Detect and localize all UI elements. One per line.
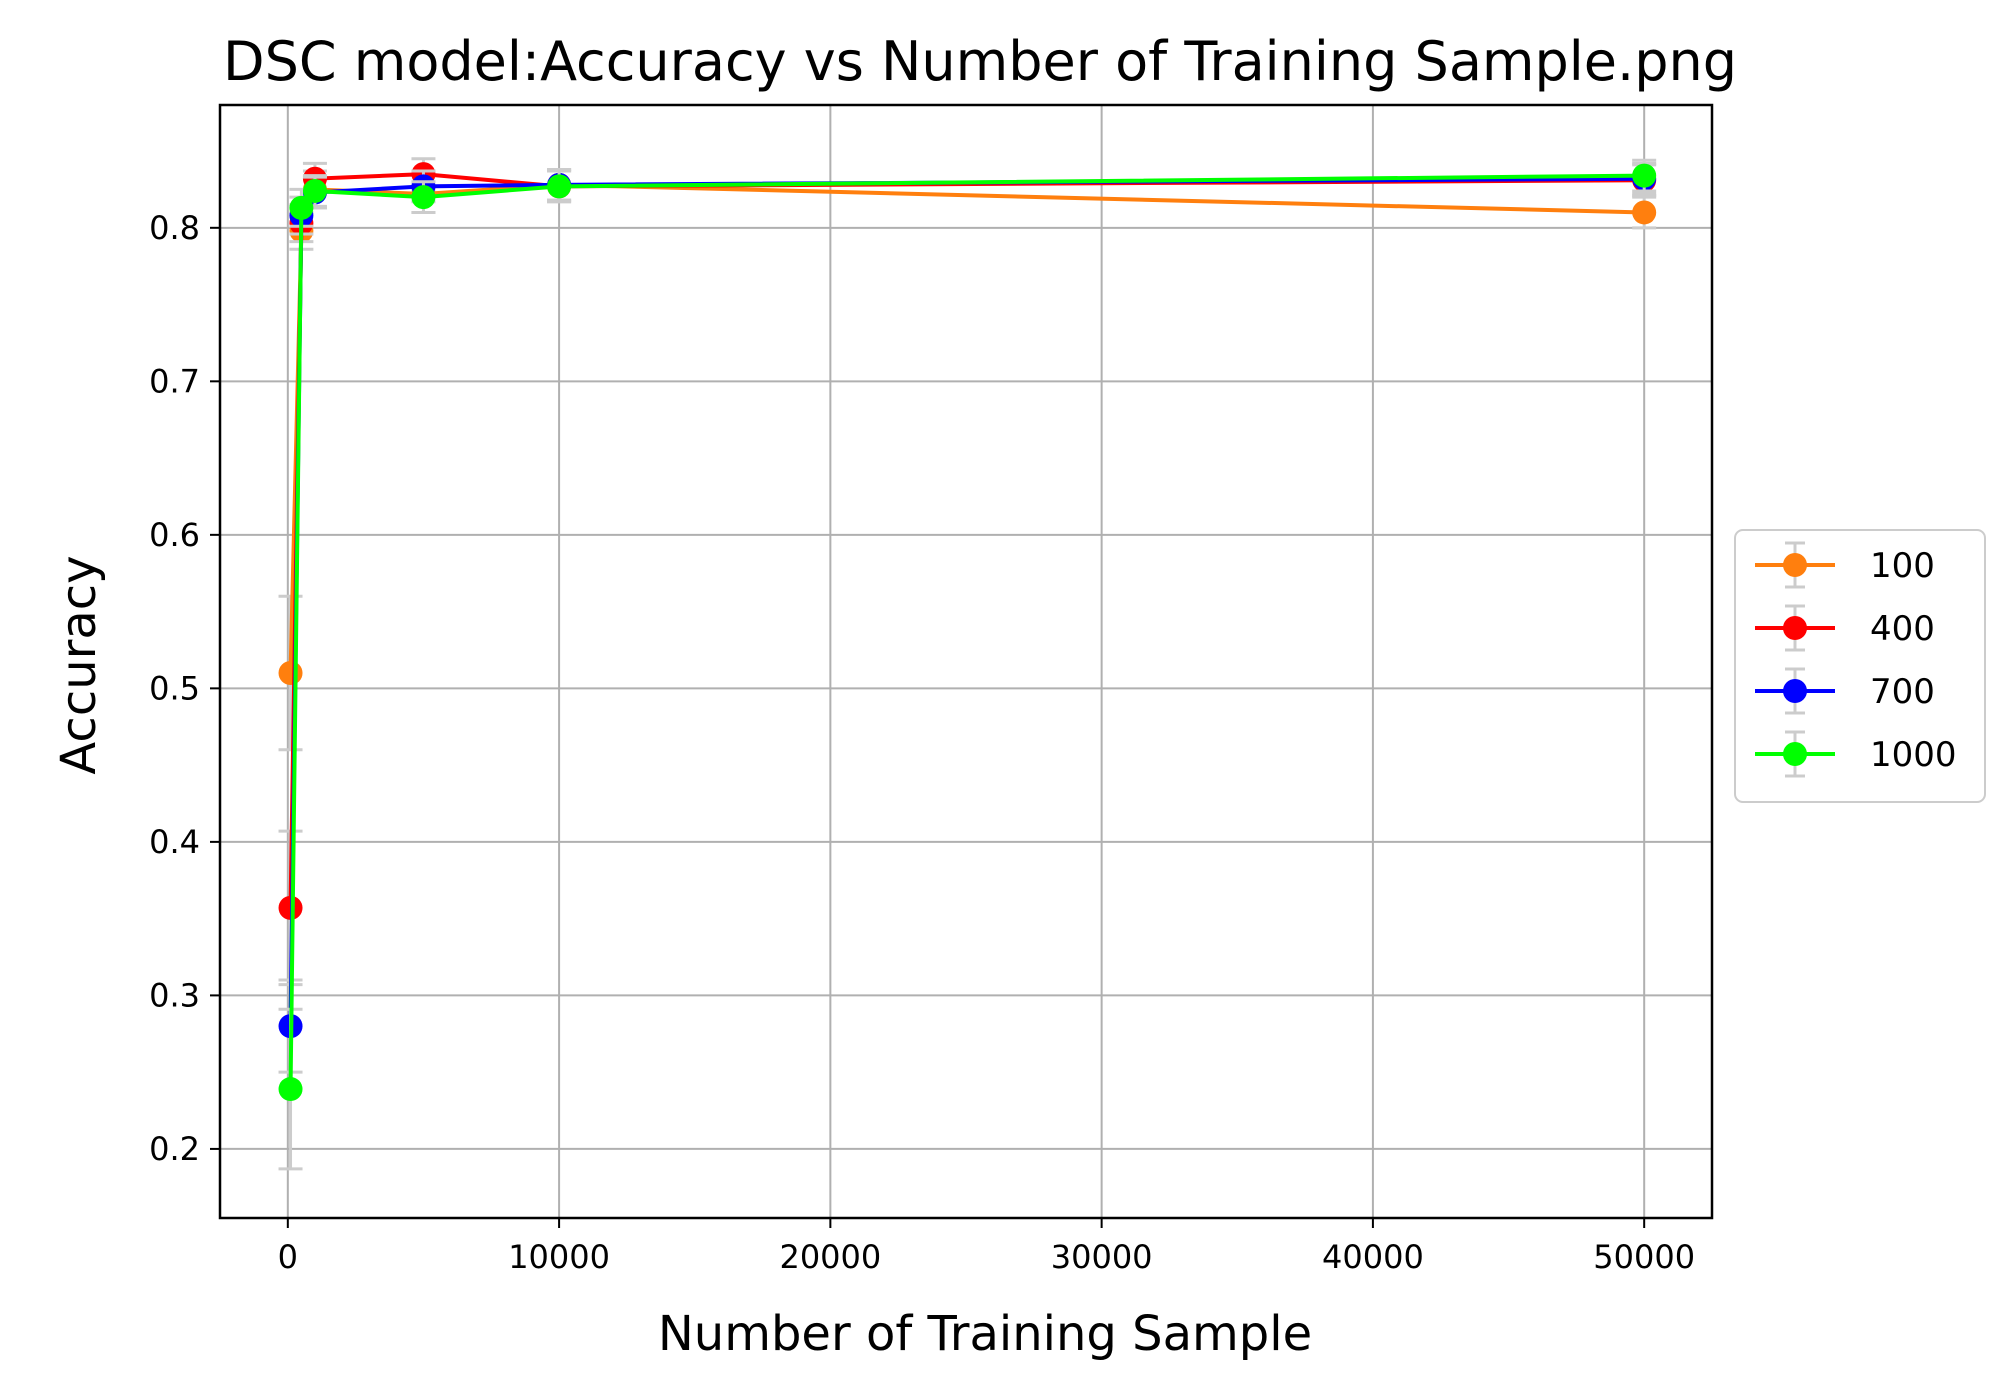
- legend-marker: [1783, 553, 1807, 577]
- chart-title: DSC model:Accuracy vs Number of Training…: [223, 30, 1737, 93]
- series-layer: [278, 157, 1657, 1171]
- legend-label: 700: [1870, 672, 1935, 712]
- legend-label: 1000: [1870, 735, 1957, 775]
- y-tick-label: 0.3: [149, 976, 200, 1014]
- x-tick-label: 20000: [779, 1238, 881, 1276]
- x-tick-label: 50000: [1593, 1238, 1695, 1276]
- legend-label: 100: [1870, 546, 1935, 586]
- y-tick-label: 0.8: [149, 209, 200, 247]
- y-axis-label: Accuracy: [51, 555, 107, 774]
- x-tick-label: 40000: [1322, 1238, 1424, 1276]
- grid: [220, 105, 1712, 1218]
- data-point: [1632, 200, 1657, 225]
- axis-ticks: 0 10000 20000 30000 40000 50000 0.2 0.3 0.4 0.5 0.…: [149, 209, 1695, 1276]
- data-point: [278, 1077, 303, 1102]
- y-tick-label: 0.2: [149, 1130, 200, 1168]
- data-point: [411, 185, 436, 210]
- legend-item-400: 400: [1755, 604, 1935, 652]
- plot-area-frame: [218, 103, 1714, 1220]
- x-axis-label: Number of Training Sample: [658, 1306, 1312, 1362]
- series-line: [288, 173, 1645, 1090]
- data-point: [547, 174, 572, 199]
- y-tick-label: 0.4: [149, 823, 200, 861]
- x-tick-label: 0: [278, 1238, 298, 1276]
- legend-marker: [1783, 616, 1807, 640]
- data-point: [1632, 163, 1657, 188]
- legend-marker: [1783, 742, 1807, 766]
- y-tick-label: 0.7: [149, 362, 200, 400]
- legend-item-700: 700: [1755, 667, 1935, 715]
- legend-item-100: 100: [1755, 541, 1935, 589]
- y-tick-label: 0.5: [149, 669, 200, 707]
- x-tick-label: 30000: [1051, 1238, 1153, 1276]
- data-point: [278, 661, 303, 686]
- y-tick-label: 0.6: [149, 516, 200, 554]
- data-point: [302, 178, 327, 203]
- x-tick-label: 10000: [508, 1238, 610, 1276]
- legend-box: [1734, 529, 1986, 803]
- legend: 100 400 700 1000: [1734, 529, 1986, 803]
- series-1000: [278, 158, 1657, 1171]
- legend-label: 400: [1870, 609, 1935, 649]
- legend-marker: [1783, 679, 1807, 703]
- data-point: [289, 195, 314, 220]
- legend-item-1000: 1000: [1755, 730, 1957, 778]
